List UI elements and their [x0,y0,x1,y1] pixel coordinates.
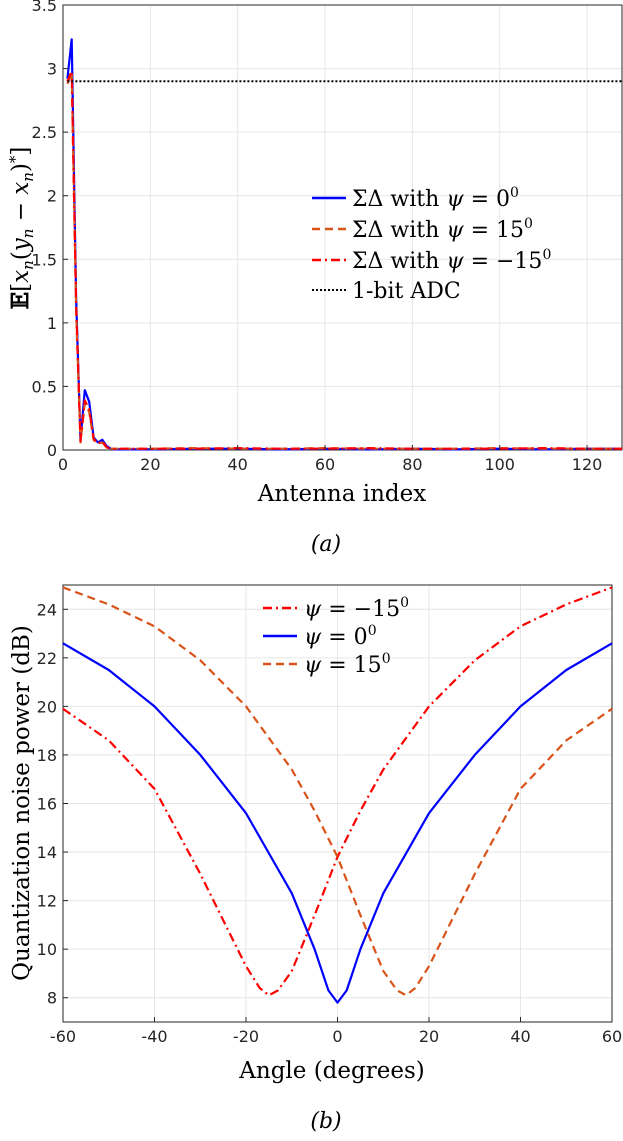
y-tick-label: 14 [37,843,57,862]
y-tick-label: 18 [37,746,57,765]
y-tick-label: 12 [37,892,57,911]
y-tick-label: 2 [47,187,57,206]
legend-a-label-1: ΣΔ with ψ = 150 [352,216,533,243]
plot-a-frame [62,4,623,451]
legend-a-label-0: ΣΔ with ψ = 00 [352,185,519,212]
x-tick-label: 80 [402,455,422,474]
legend-b-label-0: ψ = −150 [304,595,409,622]
series-line-0 [62,586,613,997]
y-tick-label: 8 [47,989,57,1008]
plot-b-legend: ψ = −150 ψ = 00 ψ = 150 [263,595,409,678]
x-tick-label: -20 [233,1027,259,1046]
y-tick-label: 2.5 [32,123,57,142]
plot-b-ticks: -60 -40 -20 0 20 40 60 8 10 12 14 16 18 20 22 24 [37,600,623,1046]
y-tick-label: 0 [47,441,57,460]
y-tick-label: 20 [37,697,57,716]
series-line-2 [62,586,613,997]
x-tick-label: 60 [315,455,335,474]
x-tick-label: 0 [58,455,68,474]
legend-b-label-1: ψ = 00 [304,623,377,650]
series-line-1 [62,642,613,1004]
y-tick-label: 24 [37,600,57,619]
plot-b-grid [62,585,613,1022]
x-tick-label: 40 [510,1027,530,1046]
plot-b-xlabel: Angle (degrees) [238,1058,424,1084]
legend-a-label-3: 1-bit ADC [352,279,461,304]
y-tick-label: 16 [37,795,57,814]
plot-a-grid [62,4,622,451]
y-tick-label: 1 [47,314,57,333]
x-tick-label: -60 [50,1027,76,1046]
caption-a: (a) [311,532,341,557]
plot-b-ylabel: Quantization noise power (dB) [9,625,35,981]
plot-b: -60 -40 -20 0 20 40 60 8 10 12 14 16 18 20 22 24 Quanti… [9,584,623,1134]
plot-a-ylabel: 𝔼[xn(yn − xn)*] [6,147,37,310]
plot-b-series [62,586,613,1004]
y-tick-label: 10 [37,940,57,959]
legend-a-label-2: ΣΔ with ψ = −150 [352,247,551,274]
series-line-2 [66,69,622,450]
x-tick-label: 120 [572,455,603,474]
plot-a-xlabel: Antenna index [257,481,426,507]
plot-a-legend: ΣΔ with ψ = 00 ΣΔ with ψ = 150 ΣΔ with ψ… [312,185,551,304]
x-tick-label: 20 [140,455,160,474]
legend-b-label-2: ψ = 150 [304,651,391,678]
y-tick-label: 1.5 [32,250,57,269]
plot-a-series [66,38,622,451]
y-tick-label: 3 [47,60,57,79]
plot-a-ticks: 0 20 40 60 80 100 120 0 0.5 1 1.5 2 2.5 3 3.5 [32,0,603,474]
x-tick-label: 20 [419,1027,439,1046]
x-tick-label: 40 [228,455,248,474]
caption-b: (b) [310,1109,341,1134]
y-tick-label: 22 [37,649,57,668]
x-tick-label: -40 [141,1027,167,1046]
x-tick-label: 0 [332,1027,342,1046]
x-tick-label: 100 [484,455,515,474]
plot-a: 0 20 40 60 80 100 120 0 0.5 1 1.5 2 2.5 3 3.5 𝔼[xn(yn … [6,0,623,557]
y-tick-label: 3.5 [32,0,57,15]
y-tick-label: 0.5 [32,377,57,396]
x-tick-label: 60 [602,1027,622,1046]
